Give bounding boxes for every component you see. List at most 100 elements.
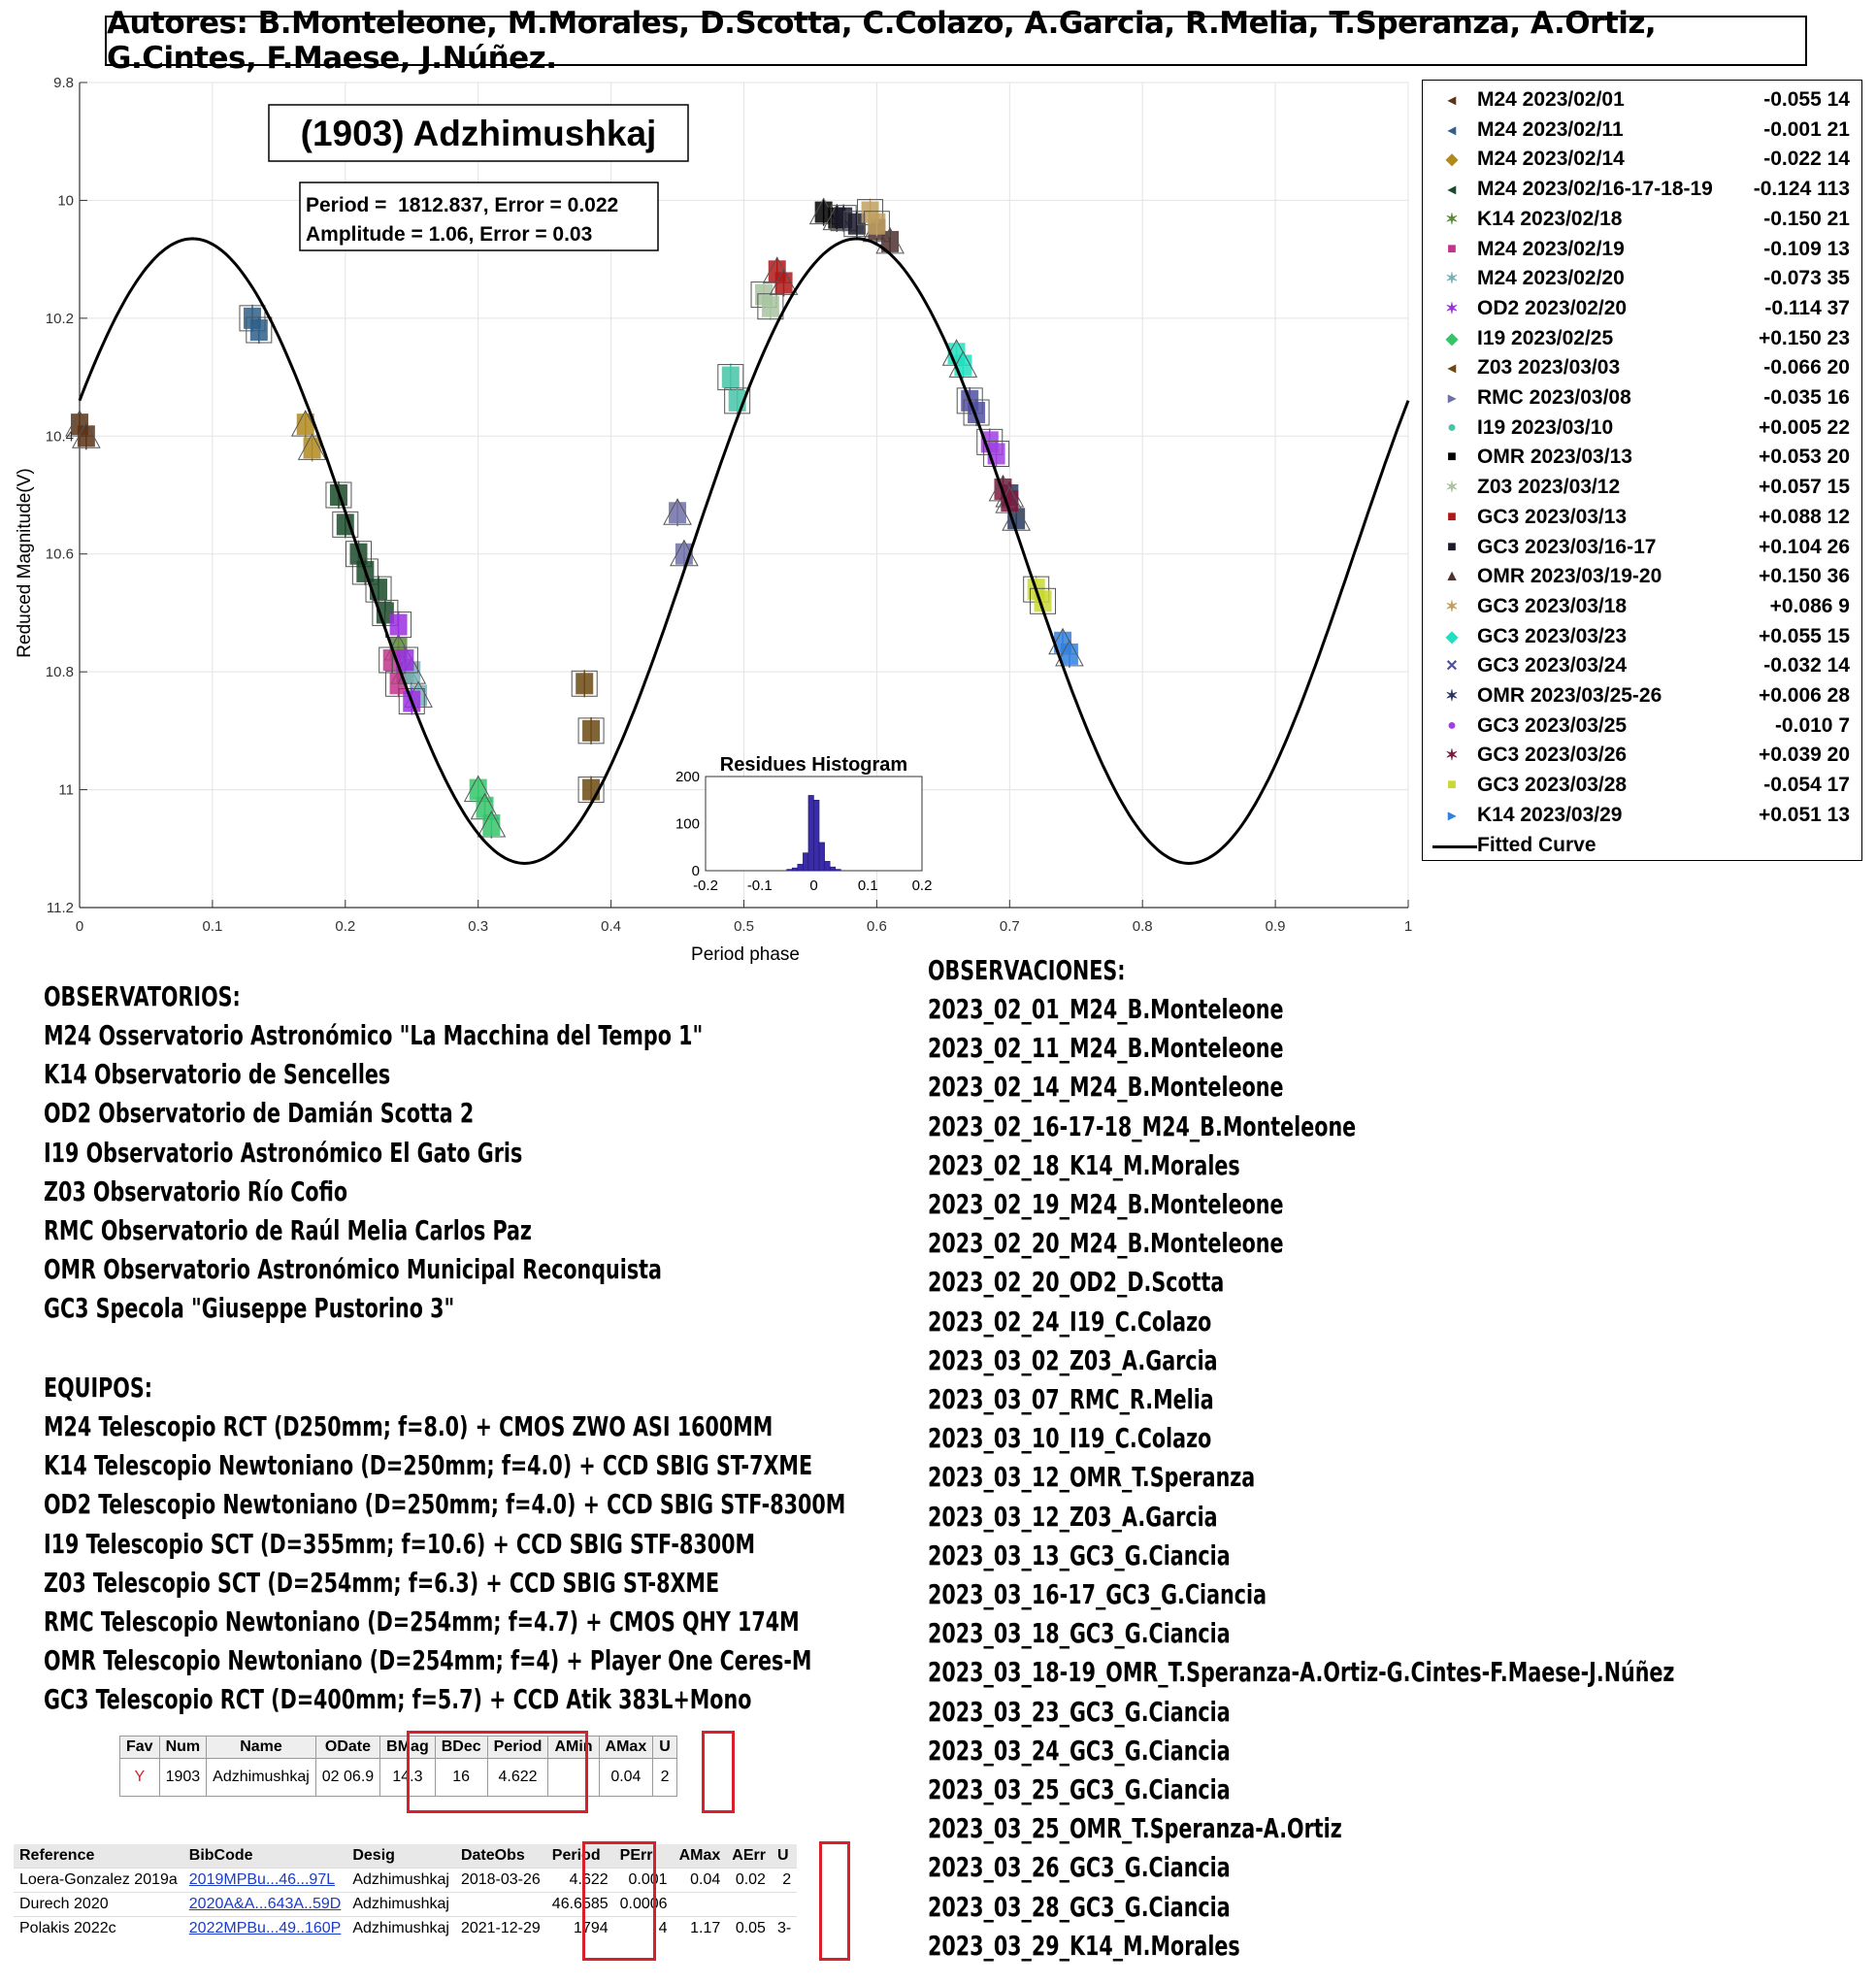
observacion-line: 2023_02_24_I19_C.Colazo xyxy=(928,1305,1212,1338)
x-tick-label: 0.8 xyxy=(1133,918,1153,935)
fit-amplitude-text: Amplitude = 1.06, Error = 0.03 xyxy=(306,223,592,246)
outlier-triangle xyxy=(663,498,692,525)
legend-series-name: GC3 2023/03/18 xyxy=(1477,594,1628,617)
legend-entry: ■ OMR 2023/03/13 +0.053 20 xyxy=(1423,443,1861,472)
reference-header-cell: PErr xyxy=(613,1844,674,1869)
legend-marker-icon: ✶ xyxy=(1445,271,1459,288)
legend-marker-icon: ■ xyxy=(1447,508,1457,525)
reference-cell: 1794 xyxy=(545,1916,614,1940)
legend-series-name: I19 2023/03/10 xyxy=(1477,415,1614,439)
legend-marker-icon: ■ xyxy=(1447,777,1457,794)
bibcode-link[interactable]: 2022MPBu...49..160P xyxy=(188,1920,342,1936)
lcdb-cell: 4.622 xyxy=(486,1758,549,1797)
observacion-line: 2023_03_29_K14_M.Morales xyxy=(928,1929,1240,1962)
reference-row: Loera-Gonzalez 2019a 2019MPBu...46...97L A… xyxy=(14,1868,798,1893)
reference-cell: 2018-03-26 xyxy=(454,1868,546,1893)
lcdb-cell: 14.3 xyxy=(379,1758,436,1797)
legend-entry: ■ M24 2023/02/19 -0.109 13 xyxy=(1423,235,1861,264)
point-marker xyxy=(303,437,321,459)
data-point xyxy=(663,498,692,527)
legend-marker-icon: ● xyxy=(1447,418,1457,436)
legend-marker-icon: ◂ xyxy=(1447,92,1457,109)
legend-entry: ✶ OD2 2023/02/20 -0.114 37 xyxy=(1423,294,1861,323)
histogram-x-tick: 0.2 xyxy=(912,877,933,894)
legend-line-icon xyxy=(1432,844,1477,848)
reference-table: Reference BibCode Desig DateObs Period PErr AM… xyxy=(14,1844,798,1940)
y-tick-label: 9.8 xyxy=(53,75,74,91)
point-marker xyxy=(576,673,594,695)
equipo-line: K14 Telescopio Newtoniano (D=250mm; f=4.… xyxy=(44,1449,813,1482)
legend-offset-count: -0.066 20 xyxy=(1763,356,1850,380)
histogram-bar xyxy=(786,869,793,872)
plot-axes xyxy=(79,82,1409,909)
bibcode-link[interactable]: 2019MPBu...46...97L xyxy=(188,1871,336,1888)
legend-series-name: GC3 2023/03/16-17 xyxy=(1477,535,1657,558)
observacion-line: 2023_02_01_M24_B.Monteleone xyxy=(928,993,1284,1025)
point-marker xyxy=(774,272,793,294)
legend-entry: ◂ Z03 2023/03/03 -0.066 20 xyxy=(1423,353,1861,382)
lcdb-header-cell: Fav xyxy=(119,1736,160,1759)
observacion-line: 2023_03_23_GC3_G.Ciancia xyxy=(928,1695,1231,1728)
data-point xyxy=(385,611,412,639)
legend-series-name: I19 2023/02/25 xyxy=(1477,326,1614,349)
outlier-square xyxy=(724,387,751,414)
legend-offset-count: -0.109 13 xyxy=(1763,237,1850,260)
reference-cell: 2 xyxy=(771,1868,798,1893)
reference-cell: Adzhimushkaj xyxy=(346,1868,455,1893)
x-tick-label: 0 xyxy=(76,918,83,935)
observacion-line: 2023_03_12_Z03_A.Garcia xyxy=(928,1500,1218,1533)
histogram-bar xyxy=(791,867,799,872)
bibcode-link[interactable]: 2020A&A...643A..59D xyxy=(188,1896,342,1912)
legend-entry: ◂ M24 2023/02/01 -0.055 14 xyxy=(1423,85,1861,115)
observatorio-line: RMC Observatorio de Raúl Melia Carlos Pa… xyxy=(44,1214,532,1246)
y-tick-label: 10 xyxy=(57,192,74,209)
lcdb-header-cell: AMax xyxy=(598,1736,654,1759)
reference-cell: 0.04 xyxy=(673,1868,727,1893)
point-marker xyxy=(761,295,779,317)
legend-entry: ✶ K14 2023/02/18 -0.150 21 xyxy=(1423,205,1861,234)
legend-offset-count: +0.006 28 xyxy=(1758,684,1850,707)
legend-marker-icon: ▸ xyxy=(1447,807,1457,824)
outlier-triangle xyxy=(297,433,327,460)
equipo-line: I19 Telescopio SCT (D=355mm; f=10.6) + C… xyxy=(44,1527,756,1560)
legend-offset-count: -0.022 14 xyxy=(1763,148,1850,171)
histogram-bar xyxy=(813,800,820,872)
point-marker xyxy=(482,814,501,836)
x-tick-label: 0.3 xyxy=(468,918,488,935)
legend-entry: ■ GC3 2023/03/28 -0.054 17 xyxy=(1423,771,1861,800)
histogram-bar xyxy=(818,842,825,872)
data-point xyxy=(1055,639,1084,668)
lcdb-cell: 02 06.9 xyxy=(314,1758,381,1797)
observatorio-line: M24 Osservatorio Astronómico "La Macchin… xyxy=(44,1019,704,1051)
histogram-y-tick: 0 xyxy=(692,863,700,879)
legend-offset-count: +0.053 20 xyxy=(1758,446,1850,469)
equipo-line: M24 Telescopio RCT (D250mm; f=8.0) + CMO… xyxy=(44,1410,773,1442)
reference-row: Durech 2020 2020A&A...643A..59D Adzhimushk… xyxy=(14,1892,798,1917)
legend-marker-icon: ✶ xyxy=(1445,598,1459,615)
x-tick-label: 0.6 xyxy=(867,918,887,935)
y-tick-label: 10.8 xyxy=(46,664,74,680)
legend-series-name: M24 2023/02/19 xyxy=(1477,237,1625,260)
histogram-bar xyxy=(807,795,814,872)
legend-offset-count: +0.055 15 xyxy=(1758,624,1850,647)
outlier-square xyxy=(351,558,378,585)
legend-series-name: OD2 2023/02/20 xyxy=(1477,296,1628,319)
point-marker xyxy=(389,613,408,636)
lcdb-header-cell: Period xyxy=(486,1736,549,1759)
lcdb-header-cell: Name xyxy=(206,1736,316,1759)
legend-entry-fitted: Fitted Curve xyxy=(1423,831,1861,860)
legend-offset-count: +0.150 23 xyxy=(1758,326,1850,349)
legend-offset-count: +0.150 36 xyxy=(1758,565,1850,588)
legend-marker-icon: ■ xyxy=(1447,448,1457,466)
legend-series-name: K14 2023/03/29 xyxy=(1477,803,1623,826)
observacion-line: 2023_02_20_OD2_D.Scotta xyxy=(928,1266,1225,1299)
legend-marker-icon: ◆ xyxy=(1445,151,1459,169)
observacion-line: 2023_03_25_GC3_G.Ciancia xyxy=(928,1773,1231,1805)
data-point xyxy=(391,646,418,674)
lcdb-header-cell: ODate xyxy=(314,1736,381,1759)
legend-series-name: Fitted Curve xyxy=(1477,833,1596,856)
y-axis-label: Reduced Magnitude(V) xyxy=(15,468,35,657)
observatorios-heading: OBSERVATORIOS: xyxy=(44,980,241,1012)
equipos-heading: EQUIPOS: xyxy=(44,1372,152,1404)
x-tick-label: 0.1 xyxy=(202,918,222,935)
